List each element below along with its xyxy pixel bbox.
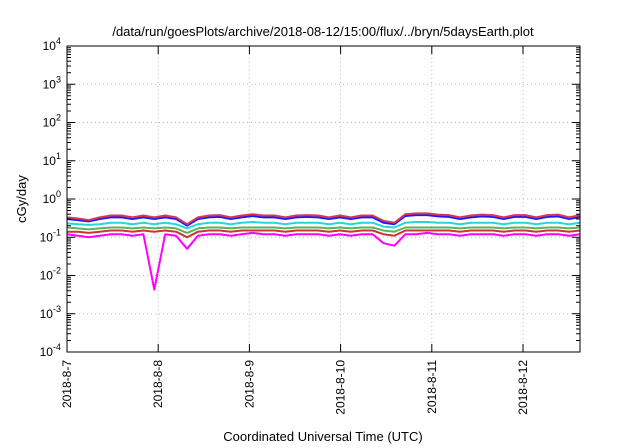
x-tick-label: 2018-8-10	[334, 360, 348, 415]
grid-lines	[67, 46, 580, 352]
y-tick-label: 100	[43, 189, 61, 206]
x-tick-label: 2018-8-7	[60, 360, 74, 408]
y-tick-label: 104	[43, 36, 61, 53]
chart-title: /data/run/goesPlots/archive/2018-08-12/1…	[112, 24, 534, 39]
x-tick-label: 2018-8-8	[151, 360, 165, 408]
x-tick-label: 2018-8-12	[516, 360, 530, 415]
y-tick-label: 10-3	[40, 304, 61, 321]
y-axis-ticks: 10-4 10-3 10-2 10-1 100 101 102 103 104	[40, 36, 580, 359]
y-tick-label: 10-2	[40, 266, 61, 283]
y-tick-label: 10-4	[40, 342, 61, 359]
y-tick-label: 103	[43, 74, 61, 91]
series-line	[66, 231, 581, 291]
y-axis-label: cGy/day	[14, 175, 29, 223]
y-tick-label: 102	[43, 113, 61, 130]
x-tick-label: 2018-8-9	[242, 360, 256, 408]
series-line	[66, 221, 581, 230]
x-tick-label: 2018-8-11	[425, 360, 439, 414]
series-line	[66, 212, 581, 226]
y-tick-label: 10-1	[40, 227, 61, 244]
series-line	[66, 226, 581, 234]
y-tick-label: 101	[43, 151, 61, 168]
data-series	[66, 212, 581, 291]
x-axis-label: Coordinated Universal Time (UTC)	[223, 429, 422, 444]
series-line	[67, 229, 581, 239]
series-line	[66, 214, 581, 227]
x-axis-ticks: 2018-8-7 2018-8-8 2018-8-9 2018-8-10 2018-8-…	[60, 46, 530, 415]
